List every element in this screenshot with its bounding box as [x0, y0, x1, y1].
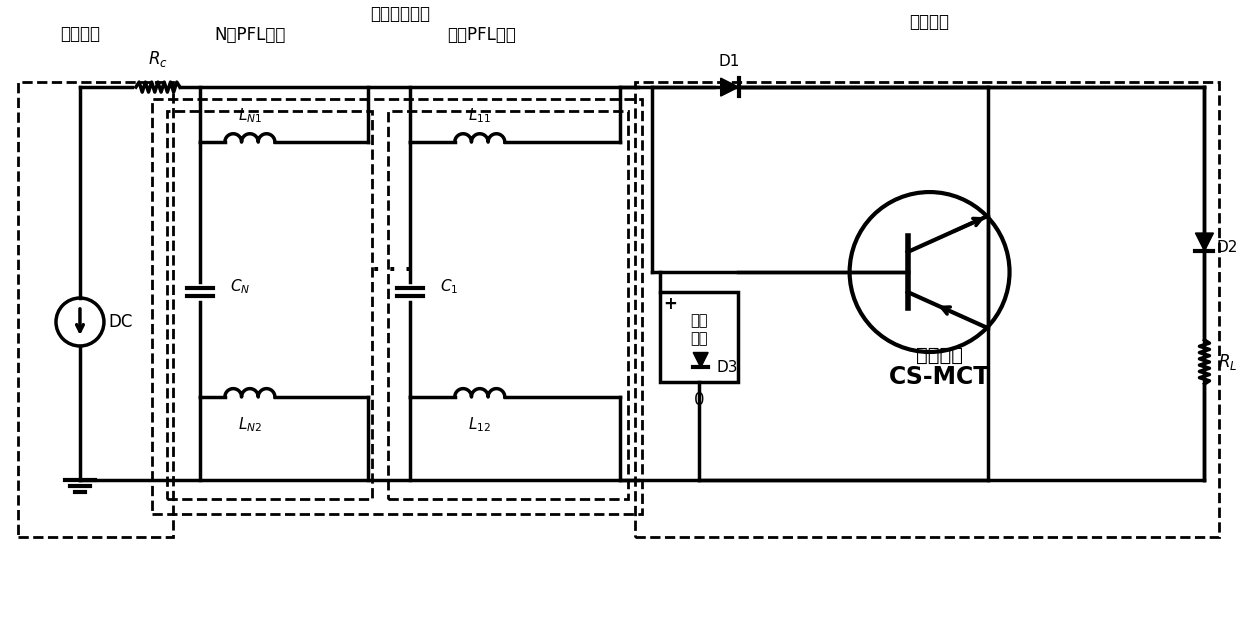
- Text: D3: D3: [717, 360, 738, 375]
- Text: 一级PFL回路: 一级PFL回路: [448, 26, 516, 44]
- Text: $R_c$: $R_c$: [148, 49, 167, 69]
- Text: 固态开关: 固态开关: [916, 346, 963, 365]
- Text: 充电回路: 充电回路: [60, 25, 100, 43]
- Text: 栅极
控制: 栅极 控制: [689, 313, 708, 346]
- Text: 0: 0: [693, 391, 704, 409]
- Text: $L_{12}$: $L_{12}$: [469, 415, 491, 434]
- Text: $C_1$: $C_1$: [440, 277, 458, 296]
- Polygon shape: [720, 78, 739, 96]
- Text: CS-MCT: CS-MCT: [889, 365, 991, 389]
- Text: D1: D1: [719, 54, 740, 69]
- Bar: [660, 292, 738, 382]
- Polygon shape: [693, 353, 708, 367]
- Text: $R_L$: $R_L$: [1219, 352, 1238, 372]
- Text: 脉冲形成网络: 脉冲形成网络: [370, 5, 430, 23]
- Text: $L_{11}$: $L_{11}$: [469, 106, 491, 125]
- Polygon shape: [1195, 233, 1214, 251]
- Text: +: +: [662, 295, 677, 313]
- Text: D2: D2: [1216, 240, 1238, 255]
- Text: $C_N$: $C_N$: [229, 277, 250, 296]
- Text: 放电回路: 放电回路: [910, 13, 950, 31]
- Text: $L_{N1}$: $L_{N1}$: [238, 106, 262, 125]
- Text: DC: DC: [108, 313, 133, 331]
- Text: $L_{N2}$: $L_{N2}$: [238, 415, 262, 434]
- Text: · · ·: · · ·: [372, 260, 412, 280]
- Text: N级PFL回路: N级PFL回路: [215, 26, 285, 44]
